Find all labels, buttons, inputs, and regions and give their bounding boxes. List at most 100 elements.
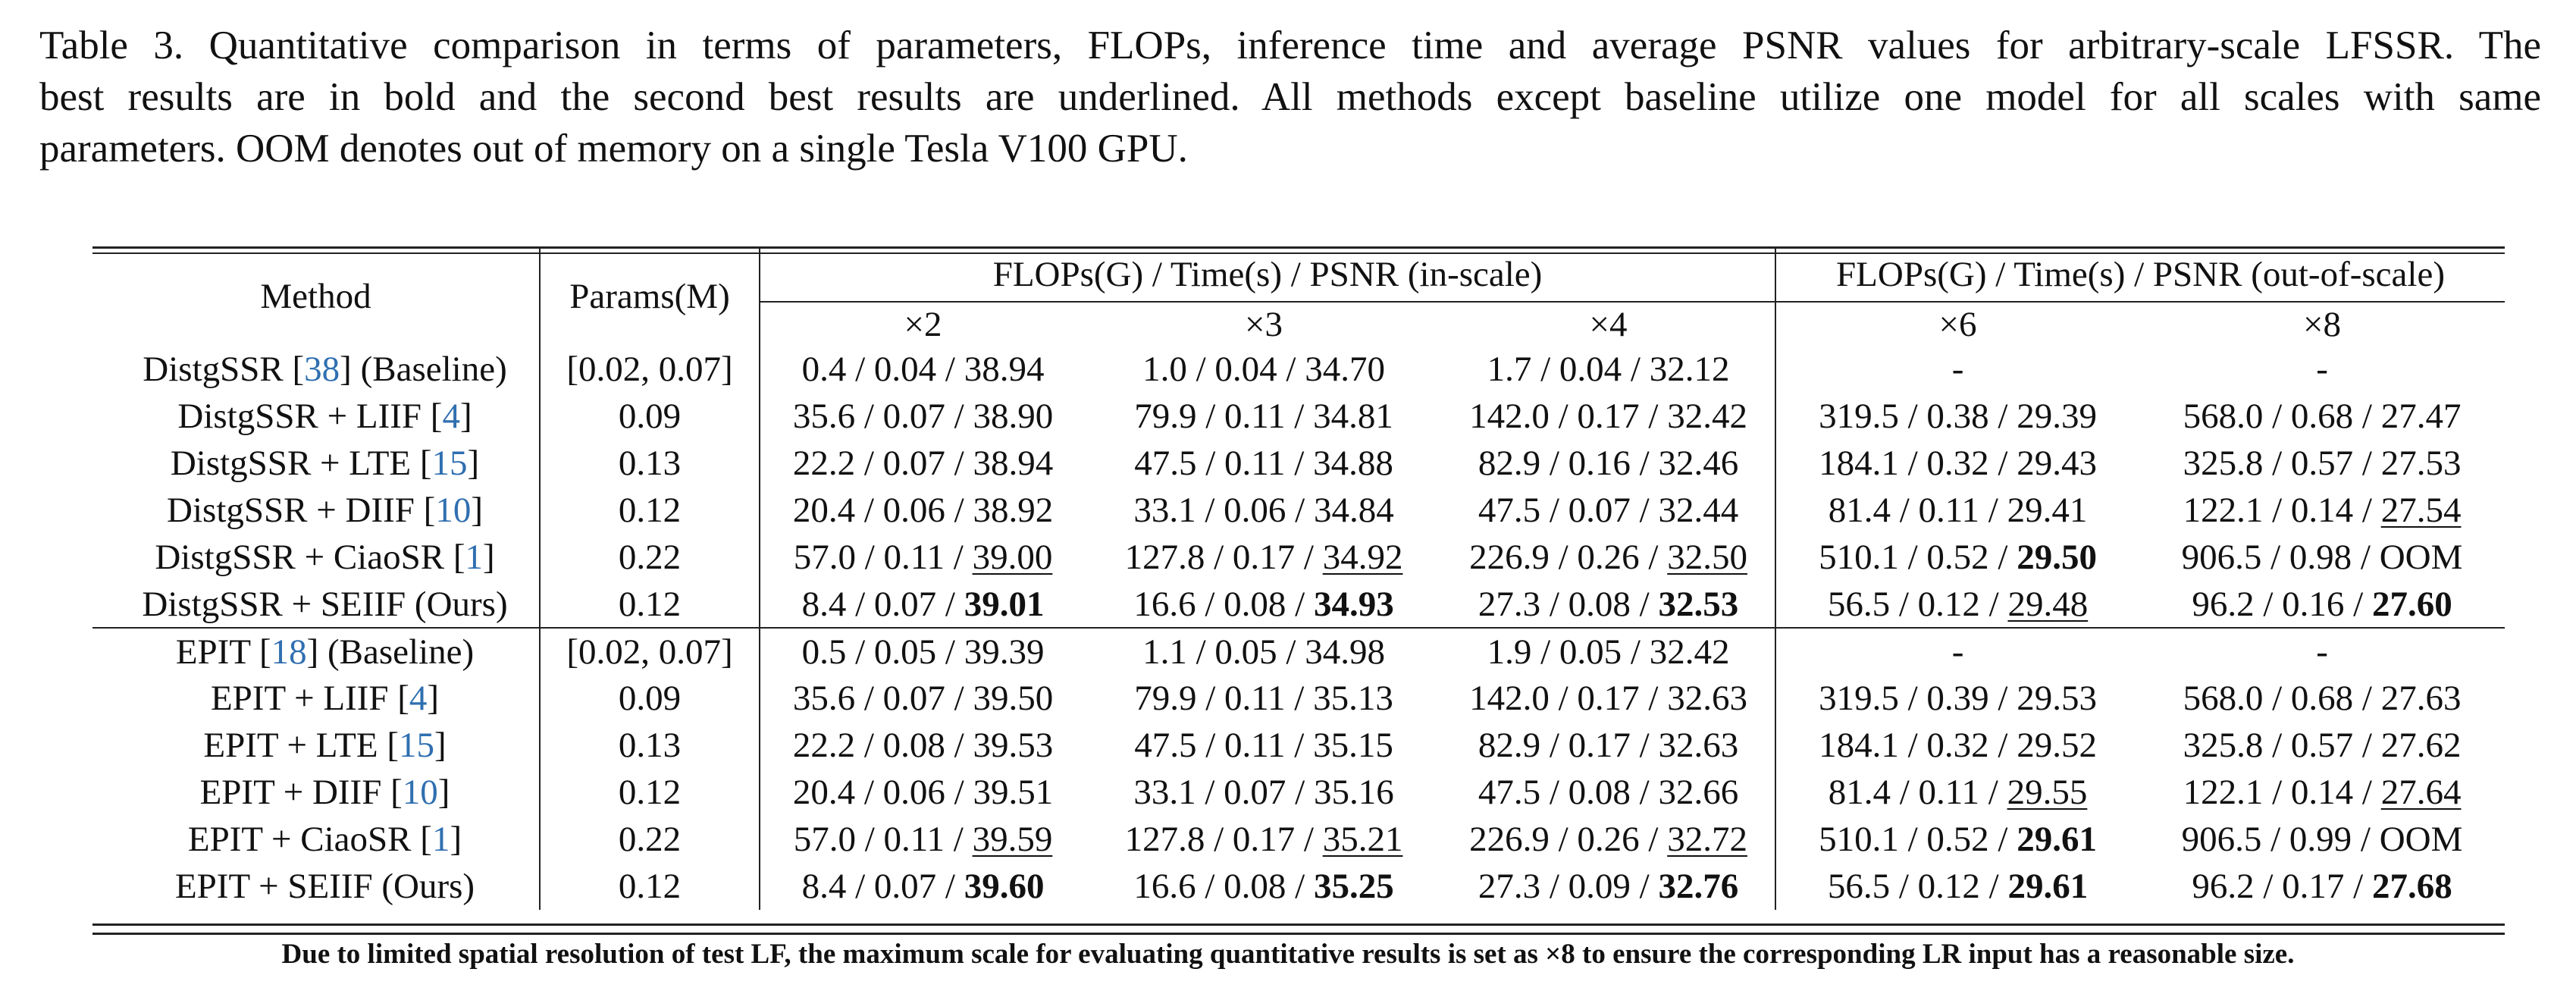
flops-time: 1.1 / 0.05 / xyxy=(1142,632,1305,672)
cell-method: DistgSSR + LTE [15] xyxy=(92,440,540,487)
cell-params: [0.02, 0.07] xyxy=(539,346,760,393)
cell-method: EPIT + CiaoSR [1] xyxy=(92,816,540,863)
cell-x4: 142.0 / 0.17 / 32.63 xyxy=(1442,675,1775,722)
flops-time: 57.0 / 0.11 / xyxy=(793,820,973,859)
table-row: EPIT + DIIF [10] 0.12 20.4 / 0.06 / 39.51 3… xyxy=(92,769,2505,816)
psnr-value: 38.90 xyxy=(973,397,1054,436)
psnr-value: 39.59 xyxy=(972,820,1053,859)
table-row: DistgSSR + LIIF [4] 0.09 35.6 / 0.07 / 38.… xyxy=(92,393,2505,440)
flops-time: 122.1 / 0.14 / xyxy=(2183,773,2381,812)
citation-link[interactable]: 15 xyxy=(431,444,468,483)
cell-x3: 79.9 / 0.11 / 34.81 xyxy=(1086,393,1442,440)
psnr-value: 34.98 xyxy=(1305,632,1385,672)
flops-time: 35.6 / 0.07 / xyxy=(792,679,973,718)
flops-time: 57.0 / 0.11 / xyxy=(793,538,973,577)
bracket: [ xyxy=(419,444,432,483)
citation-link[interactable]: 18 xyxy=(271,632,307,672)
cell-method: EPIT + SEIIF (Ours) xyxy=(92,863,540,910)
cell-x2: 0.5 / 0.05 / 39.39 xyxy=(759,627,1086,675)
cell-method: DistgSSR + DIIF [10] xyxy=(92,487,540,534)
bracket: ] xyxy=(467,444,480,483)
table-row: DistgSSR + CiaoSR [1] 0.22 57.0 / 0.11 / 3… xyxy=(92,534,2505,581)
cell-x8: 96.2 / 0.16 / 27.60 xyxy=(2139,581,2505,628)
psnr-value: 32.72 xyxy=(1667,820,1747,859)
flops-time: 510.1 / 0.52 / xyxy=(1819,820,2017,859)
cell-x4: 27.3 / 0.08 / 32.53 xyxy=(1442,581,1775,628)
bracket: [ xyxy=(423,491,436,530)
flops-time: 127.8 / 0.17 / xyxy=(1124,538,1323,577)
bracket: ] xyxy=(306,632,319,672)
cell-x2: 35.6 / 0.07 / 39.50 xyxy=(759,675,1086,722)
table-row: EPIT + CiaoSR [1] 0.22 57.0 / 0.11 / 39.59… xyxy=(92,816,2505,863)
psnr-value: 29.61 xyxy=(2007,867,2089,906)
caption-line-3: parameters. OOM denotes out of memory on… xyxy=(39,127,1188,171)
psnr-value: 39.00 xyxy=(972,538,1053,577)
psnr-value: 39.50 xyxy=(973,679,1054,718)
cell-x6: 319.5 / 0.39 / 29.53 xyxy=(1775,675,2140,722)
cell-x6: 510.1 / 0.52 / 29.50 xyxy=(1775,534,2140,581)
header-x2: ×2 xyxy=(759,302,1086,346)
flops-time: 96.2 / 0.16 / xyxy=(2192,584,2372,624)
citation-link[interactable]: 10 xyxy=(435,491,472,530)
flops-time: 47.5 / 0.11 / xyxy=(1134,444,1314,483)
cell-method: DistgSSR + SEIIF (Ours) xyxy=(92,581,540,628)
psnr-value: 39.39 xyxy=(964,632,1045,672)
bracket: [ xyxy=(259,632,271,672)
psnr-value: 27.68 xyxy=(2371,867,2452,906)
cell-x3: 127.8 / 0.17 / 35.21 xyxy=(1086,816,1442,863)
psnr-value: OOM xyxy=(2379,820,2463,859)
psnr-value: 29.43 xyxy=(2017,444,2097,483)
citation-link[interactable]: 1 xyxy=(431,820,450,859)
cell-x6: 81.4 / 0.11 / 29.41 xyxy=(1775,487,2140,534)
header-in-scale: FLOPs(G) / Time(s) / PSNR (in-scale) xyxy=(758,247,1776,303)
citation-link[interactable]: 1 xyxy=(465,538,484,577)
flops-time: 35.6 / 0.07 / xyxy=(792,397,973,436)
psnr-value: 32.46 xyxy=(1658,444,1739,483)
cell-method: EPIT + LTE [15] xyxy=(92,722,540,769)
cell-x6: 184.1 / 0.32 / 29.52 xyxy=(1775,722,2140,769)
flops-time: 184.1 / 0.32 / xyxy=(1819,444,2017,483)
bracket: [ xyxy=(420,820,432,859)
cell-x2: 20.4 / 0.06 / 39.51 xyxy=(759,769,1086,816)
header-method: Method xyxy=(260,277,371,316)
citation-link[interactable]: 38 xyxy=(304,350,340,389)
psnr-value: 34.92 xyxy=(1322,538,1403,577)
cell-x4: 82.9 / 0.16 / 32.46 xyxy=(1442,440,1775,487)
psnr-value: 29.55 xyxy=(2007,773,2088,812)
cell-params: 0.12 xyxy=(539,487,760,534)
flops-time: 184.1 / 0.32 / xyxy=(1819,726,2017,765)
psnr-value: 39.51 xyxy=(973,773,1054,812)
psnr-value: 32.44 xyxy=(1658,491,1739,530)
citation-link[interactable]: 10 xyxy=(402,773,438,812)
psnr-value: 29.52 xyxy=(2017,726,2097,765)
cell-x4: 226.9 / 0.26 / 32.72 xyxy=(1442,816,1775,863)
cell-params: 0.12 xyxy=(539,863,760,910)
cell-x6: 319.5 / 0.38 / 29.39 xyxy=(1775,393,2140,440)
flops-time: 1.0 / 0.04 / xyxy=(1142,350,1305,389)
header-params: Params(M) xyxy=(539,247,760,346)
psnr-value: 34.81 xyxy=(1313,397,1393,436)
flops-time: 568.0 / 0.68 / xyxy=(2183,397,2381,436)
citation-link[interactable]: 4 xyxy=(442,397,460,436)
psnr-value: 32.12 xyxy=(1649,350,1730,389)
psnr-value: 32.50 xyxy=(1667,538,1747,577)
citation-link[interactable]: 4 xyxy=(409,679,428,718)
header-x8: ×8 xyxy=(2303,304,2342,344)
cell-method: EPIT + LIIF [4] xyxy=(92,675,540,722)
psnr-value: - xyxy=(1951,350,1964,389)
bracket: ] xyxy=(471,491,483,530)
cell-method: EPIT [18] (Baseline) xyxy=(92,627,540,675)
cell-x8: 906.5 / 0.99 / OOM xyxy=(2139,816,2505,863)
psnr-value: - xyxy=(1951,632,1964,672)
psnr-value: 34.93 xyxy=(1313,584,1394,624)
flops-time: 122.1 / 0.14 / xyxy=(2183,491,2381,530)
cell-x3: 127.8 / 0.17 / 34.92 xyxy=(1086,534,1442,581)
method-name: DistgSSR + LIIF xyxy=(177,397,431,436)
bracket: ] xyxy=(340,350,352,389)
citation-link[interactable]: 15 xyxy=(398,726,434,765)
cell-x6: - xyxy=(1775,627,2140,675)
cell-params: 0.09 xyxy=(539,675,760,722)
method-suffix: (Baseline) xyxy=(351,350,507,389)
cell-params: 0.13 xyxy=(539,440,760,487)
psnr-value: 38.94 xyxy=(964,350,1045,389)
